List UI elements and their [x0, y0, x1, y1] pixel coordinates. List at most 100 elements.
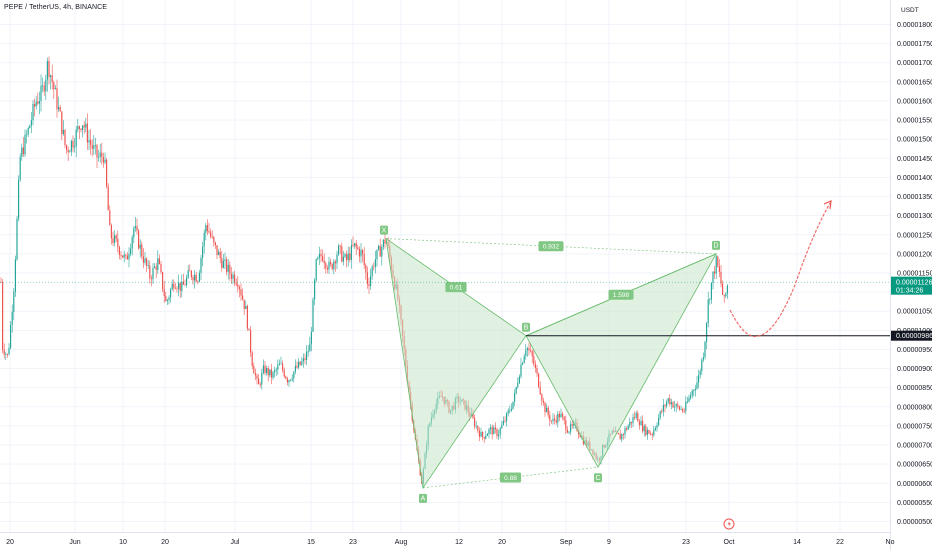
candle-body: [725, 293, 727, 297]
candle-body: [24, 134, 26, 155]
candle-body: [158, 258, 160, 264]
candle-body: [234, 274, 236, 283]
candle-body: [726, 285, 728, 294]
candle-body: [298, 361, 300, 368]
candle-body: [363, 254, 365, 266]
ratio-box-bd: [608, 289, 634, 300]
time-tick-label: 9: [607, 539, 611, 546]
candle-body: [362, 249, 364, 255]
candle-body: [333, 261, 335, 270]
candle-body: [194, 274, 196, 281]
candle-body: [514, 392, 516, 402]
candle-body: [125, 254, 127, 256]
candle-body: [720, 271, 722, 284]
candle-body: [232, 274, 234, 279]
candle-body: [277, 365, 279, 370]
candle-body: [274, 370, 276, 373]
candle-body: [184, 284, 186, 286]
candle-body: [77, 126, 79, 130]
pattern-triangle-bcd: [525, 253, 717, 469]
candle-body: [341, 246, 343, 262]
candle-body: [496, 429, 498, 437]
candle-body: [517, 383, 519, 388]
candle-body: [237, 284, 239, 288]
candle-body: [523, 355, 525, 363]
candle-body: [178, 282, 180, 289]
candle-body: [254, 373, 256, 376]
candle-body: [261, 372, 263, 385]
candle-body: [653, 430, 655, 436]
candle-body: [312, 299, 314, 332]
candle-body: [630, 421, 632, 424]
candle-body: [626, 428, 628, 430]
candle-body: [346, 254, 348, 261]
candle-body: [72, 140, 74, 148]
candle-body: [315, 259, 317, 281]
candle-body: [370, 275, 372, 286]
candle-body: [53, 82, 55, 90]
candle-body: [342, 256, 344, 262]
candle-body: [98, 156, 100, 158]
candle-body: [272, 372, 274, 378]
candle-body: [674, 406, 676, 408]
candle-body: [290, 379, 292, 381]
candle-body: [509, 410, 511, 412]
candle-body: [629, 421, 631, 426]
pattern-point-x: X: [382, 227, 387, 234]
candle-body: [515, 387, 517, 393]
candle-body: [291, 378, 293, 380]
candle-body: [658, 417, 660, 426]
candle-body: [347, 253, 349, 261]
pattern-point-c-box: [594, 473, 602, 483]
candle-body: [693, 390, 695, 392]
candle-body: [648, 430, 650, 434]
candle-body: [203, 232, 205, 247]
candle-body: [270, 369, 272, 378]
candle-body: [642, 420, 644, 432]
candle-body: [643, 426, 645, 432]
candle-body: [722, 283, 724, 295]
current-price-tag: [891, 276, 932, 295]
candle-body: [294, 365, 296, 372]
candle-body: [42, 85, 44, 87]
price-tick-label: 0.00001200: [897, 251, 932, 258]
candle-body: [677, 404, 679, 407]
candle-body: [285, 376, 287, 379]
candle-body: [675, 404, 677, 407]
candle-body: [528, 348, 530, 351]
candle-body: [672, 402, 674, 408]
candle-body: [334, 261, 336, 264]
candle-body: [96, 144, 98, 158]
candle-body: [59, 107, 61, 112]
candle-body: [627, 425, 629, 430]
candle-body: [104, 159, 106, 163]
candle-body: [269, 369, 271, 376]
candle-body: [701, 359, 703, 372]
candle-body: [176, 288, 178, 290]
candle-body: [549, 415, 551, 421]
candle-body: [518, 376, 520, 384]
candle-body: [542, 400, 544, 403]
candle-body: [709, 299, 711, 301]
candle-body: [704, 341, 706, 358]
pattern-point-x-box: [380, 225, 388, 235]
price-tick-label: 0.00000950: [897, 347, 932, 354]
candle-body: [62, 129, 64, 135]
candle-body: [78, 126, 80, 129]
candle-body: [525, 349, 527, 356]
candle-body: [162, 272, 164, 290]
candle-body: [371, 266, 373, 276]
candle-body: [645, 426, 647, 435]
candle-body: [202, 246, 204, 258]
candle-body: [245, 305, 247, 309]
candle-body: [494, 427, 496, 430]
candle-body: [301, 361, 303, 365]
candle-body: [686, 401, 688, 403]
bar-countdown: 01:34:26: [896, 287, 923, 294]
candle-body: [499, 428, 501, 435]
candle-body: [128, 253, 130, 260]
price-tick-label: 0.00001050: [897, 309, 932, 316]
candle-body: [170, 289, 172, 298]
